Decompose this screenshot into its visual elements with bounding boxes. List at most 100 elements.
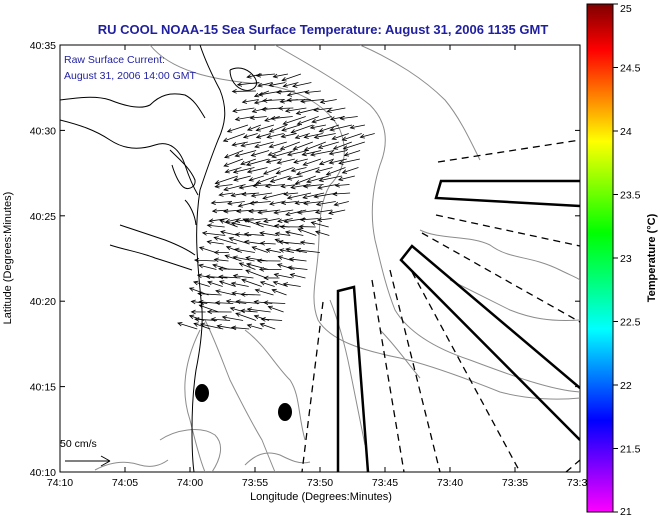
current-vector bbox=[251, 150, 270, 157]
current-vector-head bbox=[196, 273, 203, 279]
current-vector bbox=[296, 249, 320, 253]
coastline bbox=[60, 45, 258, 472]
current-vector bbox=[255, 289, 274, 296]
current-vector bbox=[285, 209, 307, 216]
x-axis-label: Longitude (Degrees:Minutes) bbox=[250, 491, 392, 503]
current-vector bbox=[335, 184, 350, 187]
current-vector-head bbox=[317, 185, 323, 190]
current-vector-head bbox=[215, 289, 221, 294]
current-vector-head bbox=[268, 128, 275, 133]
current-vector bbox=[319, 124, 340, 132]
current-vector-head bbox=[277, 255, 283, 260]
current-vector-head bbox=[237, 203, 243, 208]
current-vector-head bbox=[339, 115, 345, 121]
current-vector-head bbox=[294, 180, 301, 185]
current-vector-head bbox=[334, 183, 340, 188]
current-vector-head bbox=[263, 300, 269, 305]
current-vector-head bbox=[276, 263, 283, 268]
colorbar bbox=[586, 3, 614, 513]
current-vector bbox=[219, 219, 238, 228]
current-vector bbox=[252, 246, 269, 253]
current-vector-head bbox=[328, 210, 334, 215]
current-vector-head bbox=[213, 257, 219, 263]
current-vector-head bbox=[295, 110, 302, 115]
current-vector bbox=[310, 150, 335, 156]
current-vector-head bbox=[326, 108, 332, 113]
current-vector bbox=[245, 269, 267, 279]
current-vector-head bbox=[286, 97, 292, 103]
current-vector bbox=[250, 201, 271, 204]
current-vector bbox=[295, 133, 310, 139]
current-vector-head bbox=[304, 89, 310, 95]
current-vector-head bbox=[317, 144, 324, 150]
current-vector-head bbox=[318, 128, 324, 133]
current-vector-head bbox=[225, 299, 232, 304]
current-vector bbox=[293, 141, 313, 150]
current-vector-head bbox=[218, 192, 224, 197]
x-tick-label: 73:50 bbox=[307, 477, 333, 489]
current-vector-head bbox=[207, 280, 213, 286]
current-vector-head bbox=[306, 178, 312, 184]
current-vector bbox=[290, 274, 306, 279]
colorbar-tick-label: 22.5 bbox=[620, 317, 641, 329]
current-vector-head bbox=[198, 263, 204, 269]
current-vector bbox=[215, 184, 233, 188]
current-vector bbox=[218, 268, 243, 270]
y-tick-label: 40:30 bbox=[30, 125, 56, 137]
current-vector bbox=[281, 124, 301, 131]
current-vector-head bbox=[313, 107, 319, 113]
current-vector-head bbox=[243, 239, 250, 245]
current-vector-head bbox=[241, 99, 248, 104]
current-vector bbox=[199, 246, 216, 253]
current-vector bbox=[227, 201, 245, 205]
current-vector bbox=[225, 255, 242, 262]
current-vector-head bbox=[253, 92, 260, 98]
current-vector bbox=[273, 281, 288, 287]
current-vector-head bbox=[342, 145, 349, 150]
current-vector bbox=[240, 158, 256, 165]
current-vector-head bbox=[263, 275, 269, 281]
current-vector bbox=[235, 312, 257, 321]
current-vector bbox=[252, 107, 268, 113]
radial-dashed-lines bbox=[301, 139, 580, 472]
current-vectors bbox=[177, 73, 375, 331]
current-vector bbox=[298, 228, 317, 236]
current-vector bbox=[241, 141, 261, 147]
current-vector bbox=[302, 150, 322, 156]
current-vector-head bbox=[234, 247, 240, 253]
colorbar-label: Temperature (°C) bbox=[646, 213, 658, 302]
current-vector-head bbox=[278, 239, 284, 245]
current-vector-head bbox=[269, 201, 275, 206]
current-vector-head bbox=[299, 240, 306, 245]
x-tick-label: 73:45 bbox=[372, 477, 398, 489]
current-vector-head bbox=[298, 224, 304, 229]
current-vector-head bbox=[193, 322, 199, 327]
current-vector bbox=[291, 124, 314, 133]
current-vector-head bbox=[259, 322, 265, 328]
current-vector-head bbox=[253, 99, 260, 105]
x-tick-label: 74:05 bbox=[112, 477, 138, 489]
current-vector bbox=[235, 150, 257, 157]
current-vector-head bbox=[197, 291, 203, 297]
current-vector-head bbox=[240, 142, 246, 148]
x-tick-label: 74:10 bbox=[47, 477, 73, 489]
current-vector bbox=[326, 167, 346, 176]
current-vector-head bbox=[218, 266, 224, 272]
colorbar-tick-label: 21 bbox=[620, 506, 632, 518]
current-vector-head bbox=[250, 193, 257, 198]
current-vector-head bbox=[275, 89, 282, 95]
current-vector bbox=[316, 201, 336, 206]
current-vector-head bbox=[255, 179, 262, 185]
current-vector-head bbox=[279, 224, 285, 230]
current-vector-head bbox=[309, 124, 316, 130]
current-vector bbox=[277, 218, 293, 222]
current-vector-head bbox=[279, 99, 285, 104]
current-vector bbox=[268, 306, 284, 313]
current-vector-head bbox=[294, 134, 301, 140]
current-vector-head bbox=[314, 230, 321, 235]
current-vector bbox=[271, 116, 293, 120]
current-vector-head bbox=[246, 74, 252, 79]
current-vector bbox=[285, 231, 304, 236]
current-vector-head bbox=[243, 231, 249, 237]
y-tick-label: 40:15 bbox=[30, 382, 56, 394]
